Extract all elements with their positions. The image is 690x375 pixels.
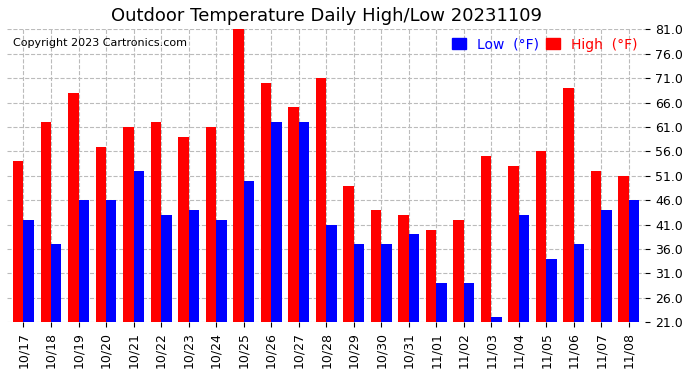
Bar — [206, 127, 216, 375]
Text: Copyright 2023 Cartronics.com: Copyright 2023 Cartronics.com — [13, 38, 187, 48]
Legend: Low  (°F), High  (°F): Low (°F), High (°F) — [446, 32, 642, 57]
Bar — [271, 122, 282, 375]
Bar — [79, 200, 89, 375]
Bar — [509, 166, 519, 375]
Bar — [618, 176, 629, 375]
Bar — [436, 283, 446, 375]
Bar — [519, 215, 529, 375]
Bar — [481, 156, 491, 375]
Bar — [299, 122, 309, 375]
Bar — [464, 283, 474, 375]
Bar — [41, 122, 51, 375]
Bar — [288, 107, 299, 375]
Bar — [134, 171, 144, 375]
Bar — [216, 220, 226, 375]
Bar — [453, 220, 464, 375]
Bar — [161, 215, 172, 375]
Bar — [261, 83, 271, 375]
Bar — [316, 78, 326, 375]
Bar — [408, 234, 420, 375]
Bar — [96, 147, 106, 375]
Bar — [13, 161, 23, 375]
Bar — [244, 181, 254, 375]
Bar — [51, 244, 61, 375]
Bar — [354, 244, 364, 375]
Bar — [68, 93, 79, 375]
Bar — [602, 210, 612, 375]
Bar — [491, 318, 502, 375]
Bar — [233, 29, 244, 375]
Bar — [564, 88, 574, 375]
Bar — [574, 244, 584, 375]
Bar — [371, 210, 382, 375]
Bar — [343, 186, 354, 375]
Bar — [106, 200, 117, 375]
Bar — [629, 200, 640, 375]
Bar — [188, 210, 199, 375]
Bar — [398, 215, 408, 375]
Bar — [178, 137, 188, 375]
Bar — [23, 220, 34, 375]
Bar — [326, 225, 337, 375]
Bar — [123, 127, 134, 375]
Bar — [150, 122, 161, 375]
Bar — [546, 259, 557, 375]
Bar — [536, 152, 546, 375]
Bar — [591, 171, 602, 375]
Title: Outdoor Temperature Daily High/Low 20231109: Outdoor Temperature Daily High/Low 20231… — [110, 7, 542, 25]
Bar — [426, 230, 436, 375]
Bar — [382, 244, 392, 375]
